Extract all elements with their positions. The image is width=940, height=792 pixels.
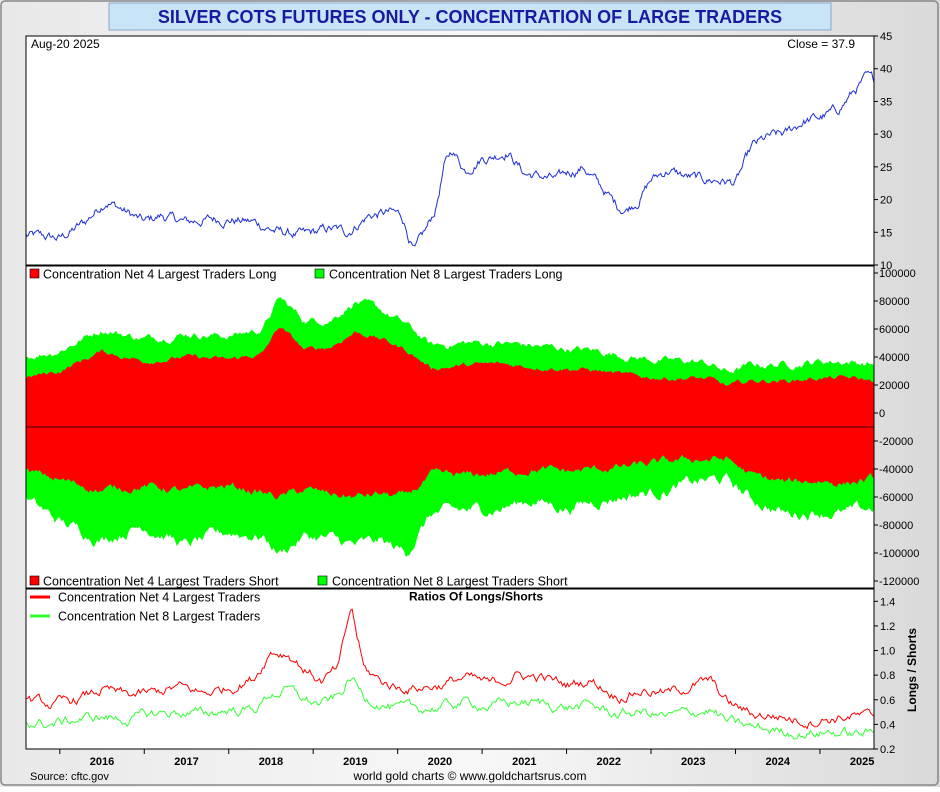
positions-areas [26, 297, 874, 557]
x-axis: 2016 2017 2018 2019 2020 2021 2022 2023 2024 2025 [59, 749, 874, 768]
positions-tick-label: -20000 [879, 436, 913, 448]
positions-tick-label: 0 [879, 408, 885, 420]
ratios-title: Ratios Of Longs/Shorts [409, 590, 543, 604]
x-tick-label: 2018 [259, 756, 283, 768]
credit-label: world gold charts © www.goldchartsrus.co… [353, 769, 587, 783]
legend-net4-short: Concentration Net 4 Largest Traders Shor… [43, 575, 279, 589]
price-tick-label: 45 [880, 31, 892, 43]
positions-tick-label: 40000 [879, 352, 910, 364]
x-tick-label: 2024 [765, 756, 790, 768]
x-tick-label: 2020 [428, 756, 452, 768]
ratios-tick-label: 1.2 [880, 621, 895, 633]
ratios-tick-label: 1.4 [880, 596, 895, 608]
x-tick-label: 2021 [512, 756, 536, 768]
plot-frame [25, 35, 875, 750]
ratios-y-label: Longs / Shorts [905, 628, 919, 712]
price-tick-label: 40 [880, 64, 892, 76]
price-tick-label: 25 [880, 162, 892, 174]
price-panel [26, 36, 874, 265]
ratio-net8-line [26, 676, 874, 740]
legend-net8-short: Concentration Net 8 Largest Traders Shor… [332, 575, 568, 589]
positions-tick-label: -100000 [879, 548, 919, 560]
legend-net4-long: Concentration Net 4 Largest Traders Long [43, 268, 277, 282]
positions-tick-label: 60000 [879, 324, 910, 336]
x-tick-label: 2016 [90, 756, 114, 768]
x-tick-label: 2017 [174, 756, 198, 768]
legend-swatch-net8-short [317, 575, 328, 586]
price-tick-label: 35 [880, 96, 892, 108]
legend-ratio4: Concentration Net 4 Largest Traders [58, 591, 260, 605]
price-line [26, 70, 874, 247]
legend-swatch-net8-long [314, 268, 325, 279]
positions-tick-label: 80000 [879, 296, 910, 308]
ratios-tick-label: 0.8 [880, 670, 895, 682]
positions-axis: 100000 80000 60000 40000 20000 0 -20000 -40000 -… [874, 268, 919, 588]
ratios-tick-label: 1.0 [880, 646, 895, 658]
positions-net4-long-area [26, 328, 874, 413]
ratios-tick-label: 0.2 [880, 744, 895, 756]
price-tick-label: 30 [880, 129, 892, 141]
price-axis: 45 40 35 30 25 20 15 10 [874, 31, 892, 272]
price-tick-label: 10 [880, 260, 892, 272]
source-label: Source: cftc.gov [30, 771, 109, 783]
legend-swatch-net4-short [29, 575, 40, 586]
positions-tick-label: 20000 [879, 380, 910, 392]
legend-ratio8: Concentration Net 8 Largest Traders [58, 610, 260, 624]
ratio-series [26, 608, 874, 740]
ratios-panel [26, 589, 874, 749]
close-label: Close = 37.9 [787, 37, 855, 51]
price-tick-label: 20 [880, 195, 892, 207]
x-tick-label: 2025 [850, 756, 874, 768]
x-tick-label: 2019 [343, 756, 367, 768]
positions-tick-label: -80000 [879, 520, 913, 532]
x-tick-label: 2022 [597, 756, 621, 768]
ratios-axis: 1.4 1.2 1.0 0.8 0.6 0.4 0.2 [874, 596, 895, 756]
positions-tick-label: 100000 [879, 268, 916, 280]
legend-net8-long: Concentration Net 8 Largest Traders Long [329, 268, 563, 282]
positions-tick-label: -40000 [879, 464, 913, 476]
title-bar [108, 2, 832, 31]
ratios-tick-label: 0.4 [880, 719, 895, 731]
positions-tick-label: -60000 [879, 492, 913, 504]
price-series [26, 70, 874, 247]
legend-swatch-net4-long [29, 268, 40, 279]
positions-net4-short-area [26, 413, 874, 500]
price-tick-label: 15 [880, 227, 892, 239]
x-tick-label: 2023 [681, 756, 705, 768]
ratio-net4-line [26, 608, 874, 730]
ratios-tick-label: 0.6 [880, 695, 895, 707]
date-label: Aug-20 2025 [31, 37, 100, 51]
positions-tick-label: -120000 [879, 576, 919, 588]
chart-title: SILVER COTS FUTURES ONLY - CONCENTRATION… [158, 7, 782, 27]
